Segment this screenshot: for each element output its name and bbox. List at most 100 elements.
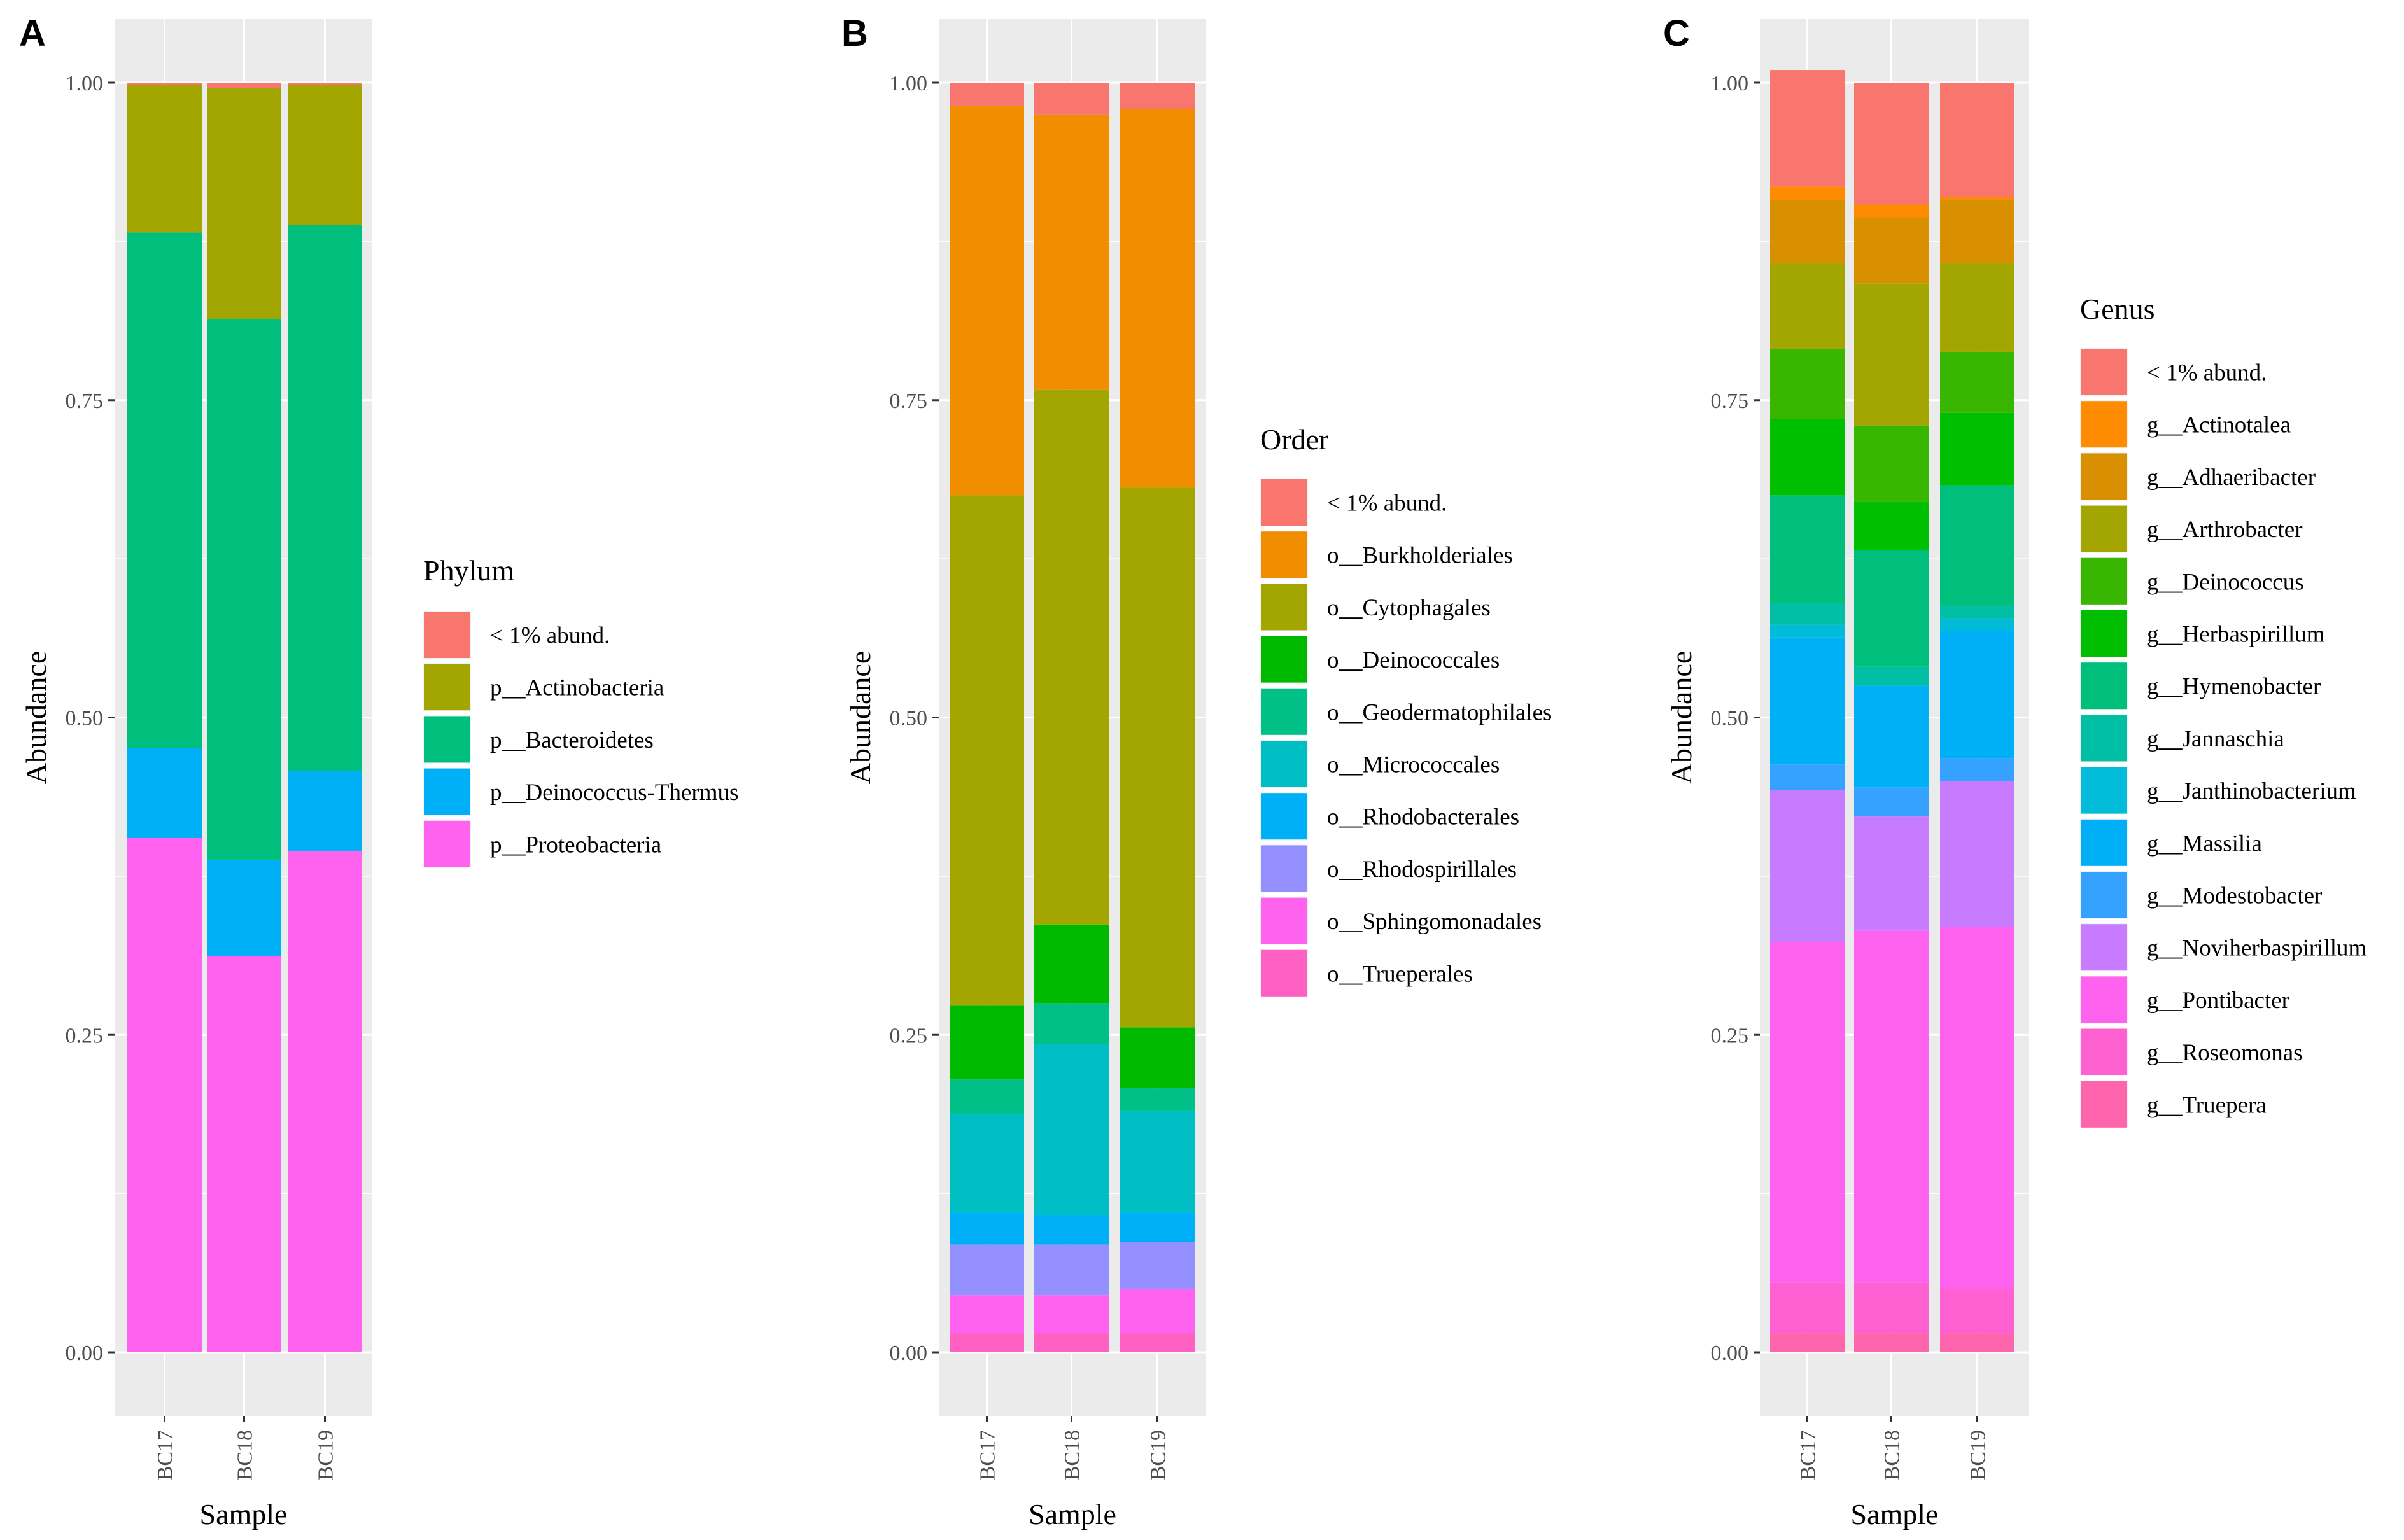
legend-swatch-g-roseomonas [2081,1028,2127,1075]
panel-label: A [19,13,46,54]
bar-segment-bc17-p-deinococcus-thermus [127,748,202,839]
bar-segment-bc19-g-jannaschia [1940,605,2014,619]
bar-segment-bc17-o-geodermatophilales [950,1079,1024,1114]
legend-label-g-arthrobacter: g__Arthrobacter [2147,517,2303,543]
bar-segment-bc19-o-geodermatophilales [1120,1088,1195,1111]
legend-label-p-bacteroidetes: p__Bacteroidetes [490,727,654,753]
bar-segment-bc17-o-rhodospirillales [950,1244,1024,1296]
bar-segment-bc19-o-cytophagales [1120,487,1195,1028]
bar-segment-bc19-p-bacteroidetes [288,225,362,771]
legend-label-g-pontibacter: g__Pontibacter [2147,988,2289,1014]
legend-swatch-o-cytophagales [1261,584,1307,631]
legend-swatch-o-trueperales [1261,949,1307,997]
legend-label-g-truepera: g__Truepera [2147,1092,2267,1118]
legend-swatch-p-deinococcus-thermus [424,768,470,815]
y-tick-label: 0.00 [1711,1341,1749,1365]
bar-segment-bc17-o-micrococcales [950,1113,1024,1213]
y-tick-label: 0.25 [890,1024,928,1047]
bar-segment-bc18-g-pontibacter [1854,930,1929,1283]
legend-label-1-abund: < 1% abund. [2147,360,2267,386]
y-tick-label: 1.00 [890,72,928,95]
bar-segment-bc18-g-jannaschia [1854,666,1929,686]
y-tick-label: 0.00 [66,1341,104,1365]
legend-label-p-actinobacteria: p__Actinobacteria [490,675,664,701]
bar-segment-bc19-o-deinococcales [1120,1027,1195,1089]
x-tick-label-bc18: BC18 [1061,1430,1085,1480]
legend-label-g-roseomonas: g__Roseomonas [2147,1040,2303,1066]
legend-swatch-g-massilia [2081,819,2127,866]
x-axis-title: Sample [200,1498,288,1530]
bar-segment-bc18-g-arthrobacter [1854,283,1929,426]
legend-label-1-abund: < 1% abund. [490,623,610,649]
bar-segment-bc17-g-arthrobacter [1770,263,1845,349]
bar-segment-bc17-g-herbaspirillum [1770,419,1845,496]
legend-title: Order [1260,423,1328,456]
bar-segment-bc18-o-rhodobacterales [1034,1215,1109,1245]
legend-swatch-g-herbaspirillum [2081,610,2127,657]
panel-label: C [1663,13,1690,54]
x-tick-label-bc18: BC18 [234,1430,257,1480]
x-axis-title: Sample [1029,1498,1116,1530]
legend-swatch-g-noviherbaspirillum [2081,924,2127,971]
bar-segment-bc18-o-geodermatophilales [1034,1003,1109,1044]
y-tick-label: 0.75 [1711,389,1749,413]
bar-segment-bc19-p-actinobacteria [288,85,362,225]
legend-label-g-noviherbaspirillum: g__Noviherbaspirillum [2147,935,2367,962]
bar-segment-bc18-g-herbaspirillum [1854,501,1929,550]
bar-segment-bc17-g-deinococcus [1770,349,1845,419]
bar-segment-bc17-o-trueperales [950,1333,1024,1352]
legend-label-o-cytophagales: o__Cytophagales [1327,595,1491,621]
legend-phylum: Phylum < 1% abund. p__Actinobacteria p__Bac… [423,554,738,868]
y-tick-label: 0.25 [1711,1024,1749,1047]
bar-segment-bc19-g-noviherbaspirillum [1940,781,2014,927]
x-tick-label-bc19: BC19 [1967,1430,1990,1480]
legend-label-o-sphingomonadales: o__Sphingomonadales [1327,909,1542,935]
bar-segment-bc17-o-rhodobacterales [950,1212,1024,1245]
x-axis-title: Sample [1851,1498,1939,1530]
y-tick-label: 0.50 [1711,707,1749,731]
bar-segment-bc17-g-roseomonas [1770,1282,1845,1334]
bar-segment-bc18-p-proteobacteria [207,956,281,1352]
x-tick-label-bc17: BC17 [154,1430,178,1480]
y-tick-label: 1.00 [66,72,104,95]
bar-segment-bc19-o-sphingomonadales [1120,1289,1195,1334]
y-axis-title: Abundance [1665,651,1698,784]
legend-label-g-deinococcus: g__Deinococcus [2147,569,2304,595]
bar-segment-bc18-g-adhaeribacter [1854,217,1929,284]
bar-segment-bc17-o-burkholderiales [950,105,1024,496]
legend-order: Order < 1% abund. o__Burkholderiales o__Cyt… [1260,423,1552,997]
bar-segment-bc17-1-abund [127,83,202,85]
bar-segment-bc19-g-roseomonas [1940,1289,2014,1334]
legend-swatch-g-adhaeribacter [2081,453,2127,500]
legend-label-p-proteobacteria: p__Proteobacteria [490,832,661,858]
bar-segment-bc17-g-janthinobacterium [1770,624,1845,638]
legend-swatch-g-jannaschia [2081,715,2127,762]
legend-label-o-rhodospirillales: o__Rhodospirillales [1327,857,1517,883]
bar-segment-bc19-p-deinococcus-thermus [288,771,362,851]
bar-segment-bc19-g-adhaeribacter [1940,199,2014,263]
bar-segment-bc17-o-deinococcales [950,1005,1024,1080]
bar-segment-bc18-1-abund [207,83,281,88]
bar-segment-bc18-o-sphingomonadales [1034,1295,1109,1334]
bar-segment-bc19-g-arthrobacter [1940,263,2014,352]
legend-label-o-deinococcales: o__Deinococcales [1327,647,1500,673]
x-tick-label-bc17: BC17 [1797,1430,1820,1480]
y-tick-label: 0.50 [66,707,104,731]
legend-label-g-herbaspirillum: g__Herbaspirillum [2147,622,2325,648]
legend-label-o-geodermatophilales: o__Geodermatophilales [1327,699,1552,725]
bar-segment-bc19-g-herbaspirillum [1940,412,2014,486]
bar-segment-bc17-p-proteobacteria [127,838,202,1352]
bar-segment-bc19-g-deinococcus [1940,351,2014,413]
legend-swatch-o-micrococcales [1261,741,1307,787]
bar-segment-bc17-g-adhaeribacter [1770,199,1845,263]
y-tick-label: 0.00 [890,1341,928,1365]
bar-segment-bc19-1-abund [1120,83,1195,109]
legend-swatch-g-arthrobacter [2081,505,2127,552]
legend-swatch-o-rhodospirillales [1261,845,1307,892]
bar-segment-bc18-g-truepera [1854,1333,1929,1352]
legend-label-p-deinococcus-thermus: p__Deinococcus-Thermus [490,780,738,806]
bar-segment-bc19-o-burkholderiales [1120,109,1195,488]
bar-segment-bc18-g-noviherbaspirillum [1854,816,1929,931]
bar-segment-bc18-p-bacteroidetes [207,319,281,860]
chart-panel-a: A 0.00 0.25 0.50 0.75 1.00 BC17 BC18 BC19 Sample A… [19,13,738,1530]
